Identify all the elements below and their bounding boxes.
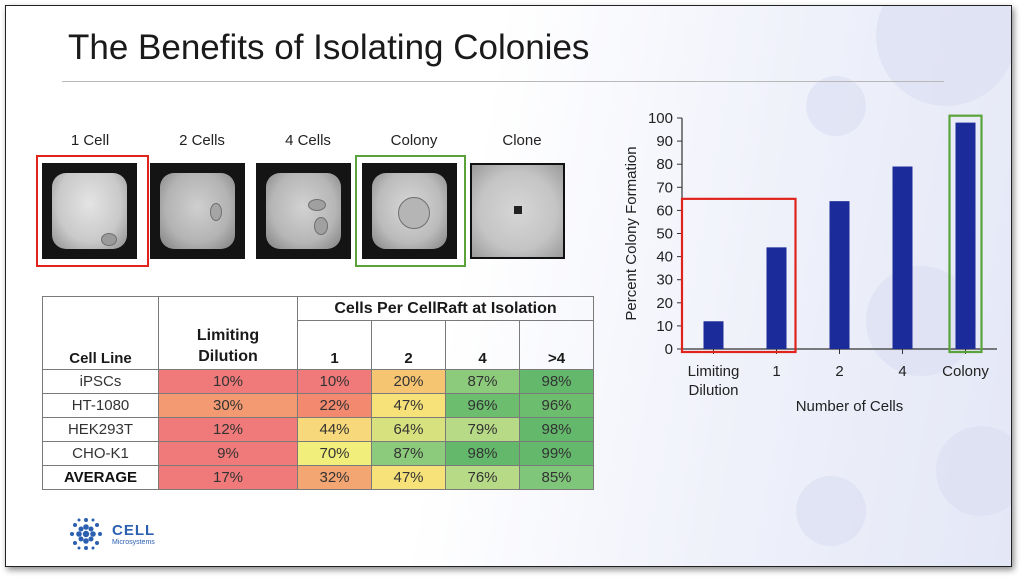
background-bubble <box>936 426 1011 516</box>
x-axis-title: Number of Cells <box>796 398 904 415</box>
y-tick-label: 10 <box>656 318 673 335</box>
column-header-1: 1 <box>297 320 372 370</box>
y-tick-label: 70 <box>656 179 673 196</box>
image-label-clone: Clone <box>502 132 542 149</box>
logo-subtitle: Microsystems <box>112 539 155 546</box>
background-bubble <box>806 76 866 136</box>
isolation-table: Cells Per CellRaft at Isolation Cell Lin… <box>42 296 594 490</box>
y-tick-label: 60 <box>656 202 673 219</box>
table-cell: 9% <box>158 440 298 466</box>
image-label-colony: Colony <box>390 132 438 149</box>
cell-microsystems-logo-icon <box>70 518 102 550</box>
table-cell: 47% <box>371 464 446 490</box>
table-cell: 99% <box>519 440 594 466</box>
micrograph-2-cells <box>150 163 245 259</box>
column-header-gt4: >4 <box>519 320 594 370</box>
y-tick-label: 80 <box>656 156 673 173</box>
table-cell: 98% <box>445 440 520 466</box>
table-cell: 20% <box>371 368 446 394</box>
column-header-4: 4 <box>445 320 520 370</box>
table-cell: 98% <box>519 416 594 442</box>
row-label: iPSCs <box>42 368 159 394</box>
table-row-average: AVERAGE 17% 32% 47% 76% 85% <box>42 464 594 490</box>
table-cell: 64% <box>371 416 446 442</box>
background-bubble <box>796 476 866 546</box>
background-bubble <box>876 6 1011 106</box>
image-label-2-cells: 2 Cells <box>179 132 225 149</box>
y-tick-label: 20 <box>656 295 673 312</box>
table-row: CHO-K1 9% 70% 87% 98% 99% <box>42 440 594 466</box>
row-label: AVERAGE <box>42 464 159 490</box>
image-label-4-cells: 4 Cells <box>285 132 331 149</box>
table-row: iPSCs 10% 10% 20% 87% 98% <box>42 368 594 394</box>
bar <box>892 166 913 349</box>
table-cell: 12% <box>158 416 298 442</box>
x-tick-label: Colony <box>942 363 989 380</box>
table-cell: 22% <box>297 392 372 418</box>
table-group-header: Cells Per CellRaft at Isolation <box>297 296 594 321</box>
table-cell: 87% <box>371 440 446 466</box>
table-cell: 30% <box>158 392 298 418</box>
table-cell: 96% <box>519 392 594 418</box>
table-cell: 85% <box>519 464 594 490</box>
y-tick-label: 0 <box>665 341 673 358</box>
table-cell: 10% <box>158 368 298 394</box>
table-cell: 96% <box>445 392 520 418</box>
table-cell: 79% <box>445 416 520 442</box>
table-cell: 44% <box>297 416 372 442</box>
column-header-2: 2 <box>371 320 446 370</box>
chart-highlight-green <box>948 114 983 354</box>
micrograph-colony <box>362 163 457 259</box>
y-tick-label: 100 <box>648 110 673 127</box>
micrograph-4-cells <box>256 163 351 259</box>
x-tick-label: 1 <box>772 363 780 380</box>
table-row: HEK293T 12% 44% 64% 79% 98% <box>42 416 594 442</box>
bar <box>703 321 724 349</box>
table-cell: 98% <box>519 368 594 394</box>
table-corner <box>42 296 159 321</box>
micrograph-1-cell <box>42 163 137 259</box>
chart-highlight-red <box>680 197 797 354</box>
x-tick-label: 4 <box>898 363 906 380</box>
y-tick-label: 50 <box>656 226 673 243</box>
table-cell: 32% <box>297 464 372 490</box>
y-tick-label: 90 <box>656 133 673 150</box>
table-cell: 70% <box>297 440 372 466</box>
row-label: HEK293T <box>42 416 159 442</box>
bar <box>766 247 787 349</box>
bar <box>955 122 976 350</box>
column-header-limiting-dilution: Limiting Dilution <box>158 320 298 370</box>
x-tick-label: Limiting <box>688 363 740 380</box>
table-cell: 76% <box>445 464 520 490</box>
x-tick-label: Dilution <box>688 382 738 399</box>
column-header-cell-line: Cell Line <box>42 320 159 370</box>
table-cell: 17% <box>158 464 298 490</box>
x-tick-label: 2 <box>835 363 843 380</box>
row-label: HT-1080 <box>42 392 159 418</box>
row-label: CHO-K1 <box>42 440 159 466</box>
bar <box>829 201 850 349</box>
title-divider <box>62 81 944 82</box>
logo-name: CELL <box>112 522 156 539</box>
table-cell: 47% <box>371 392 446 418</box>
table-corner <box>158 296 298 321</box>
image-label-1-cell: 1 Cell <box>70 132 110 149</box>
table-row: HT-1080 30% 22% 47% 96% 96% <box>42 392 594 418</box>
colony-formation-chart: 0 10 20 30 40 50 60 70 80 90 100 Limiting Dilution 1 2… <box>623 110 997 415</box>
highlight-box-green <box>355 155 466 267</box>
micrograph-clone <box>470 163 565 259</box>
y-axis-title: Percent Colony Formation <box>623 146 640 320</box>
table-cell: 10% <box>297 368 372 394</box>
slide-title: The Benefits of Isolating Colonies <box>68 28 590 67</box>
y-tick-label: 40 <box>656 249 673 266</box>
y-tick-label: 30 <box>656 272 673 289</box>
highlight-box-red <box>36 155 149 267</box>
table-cell: 87% <box>445 368 520 394</box>
